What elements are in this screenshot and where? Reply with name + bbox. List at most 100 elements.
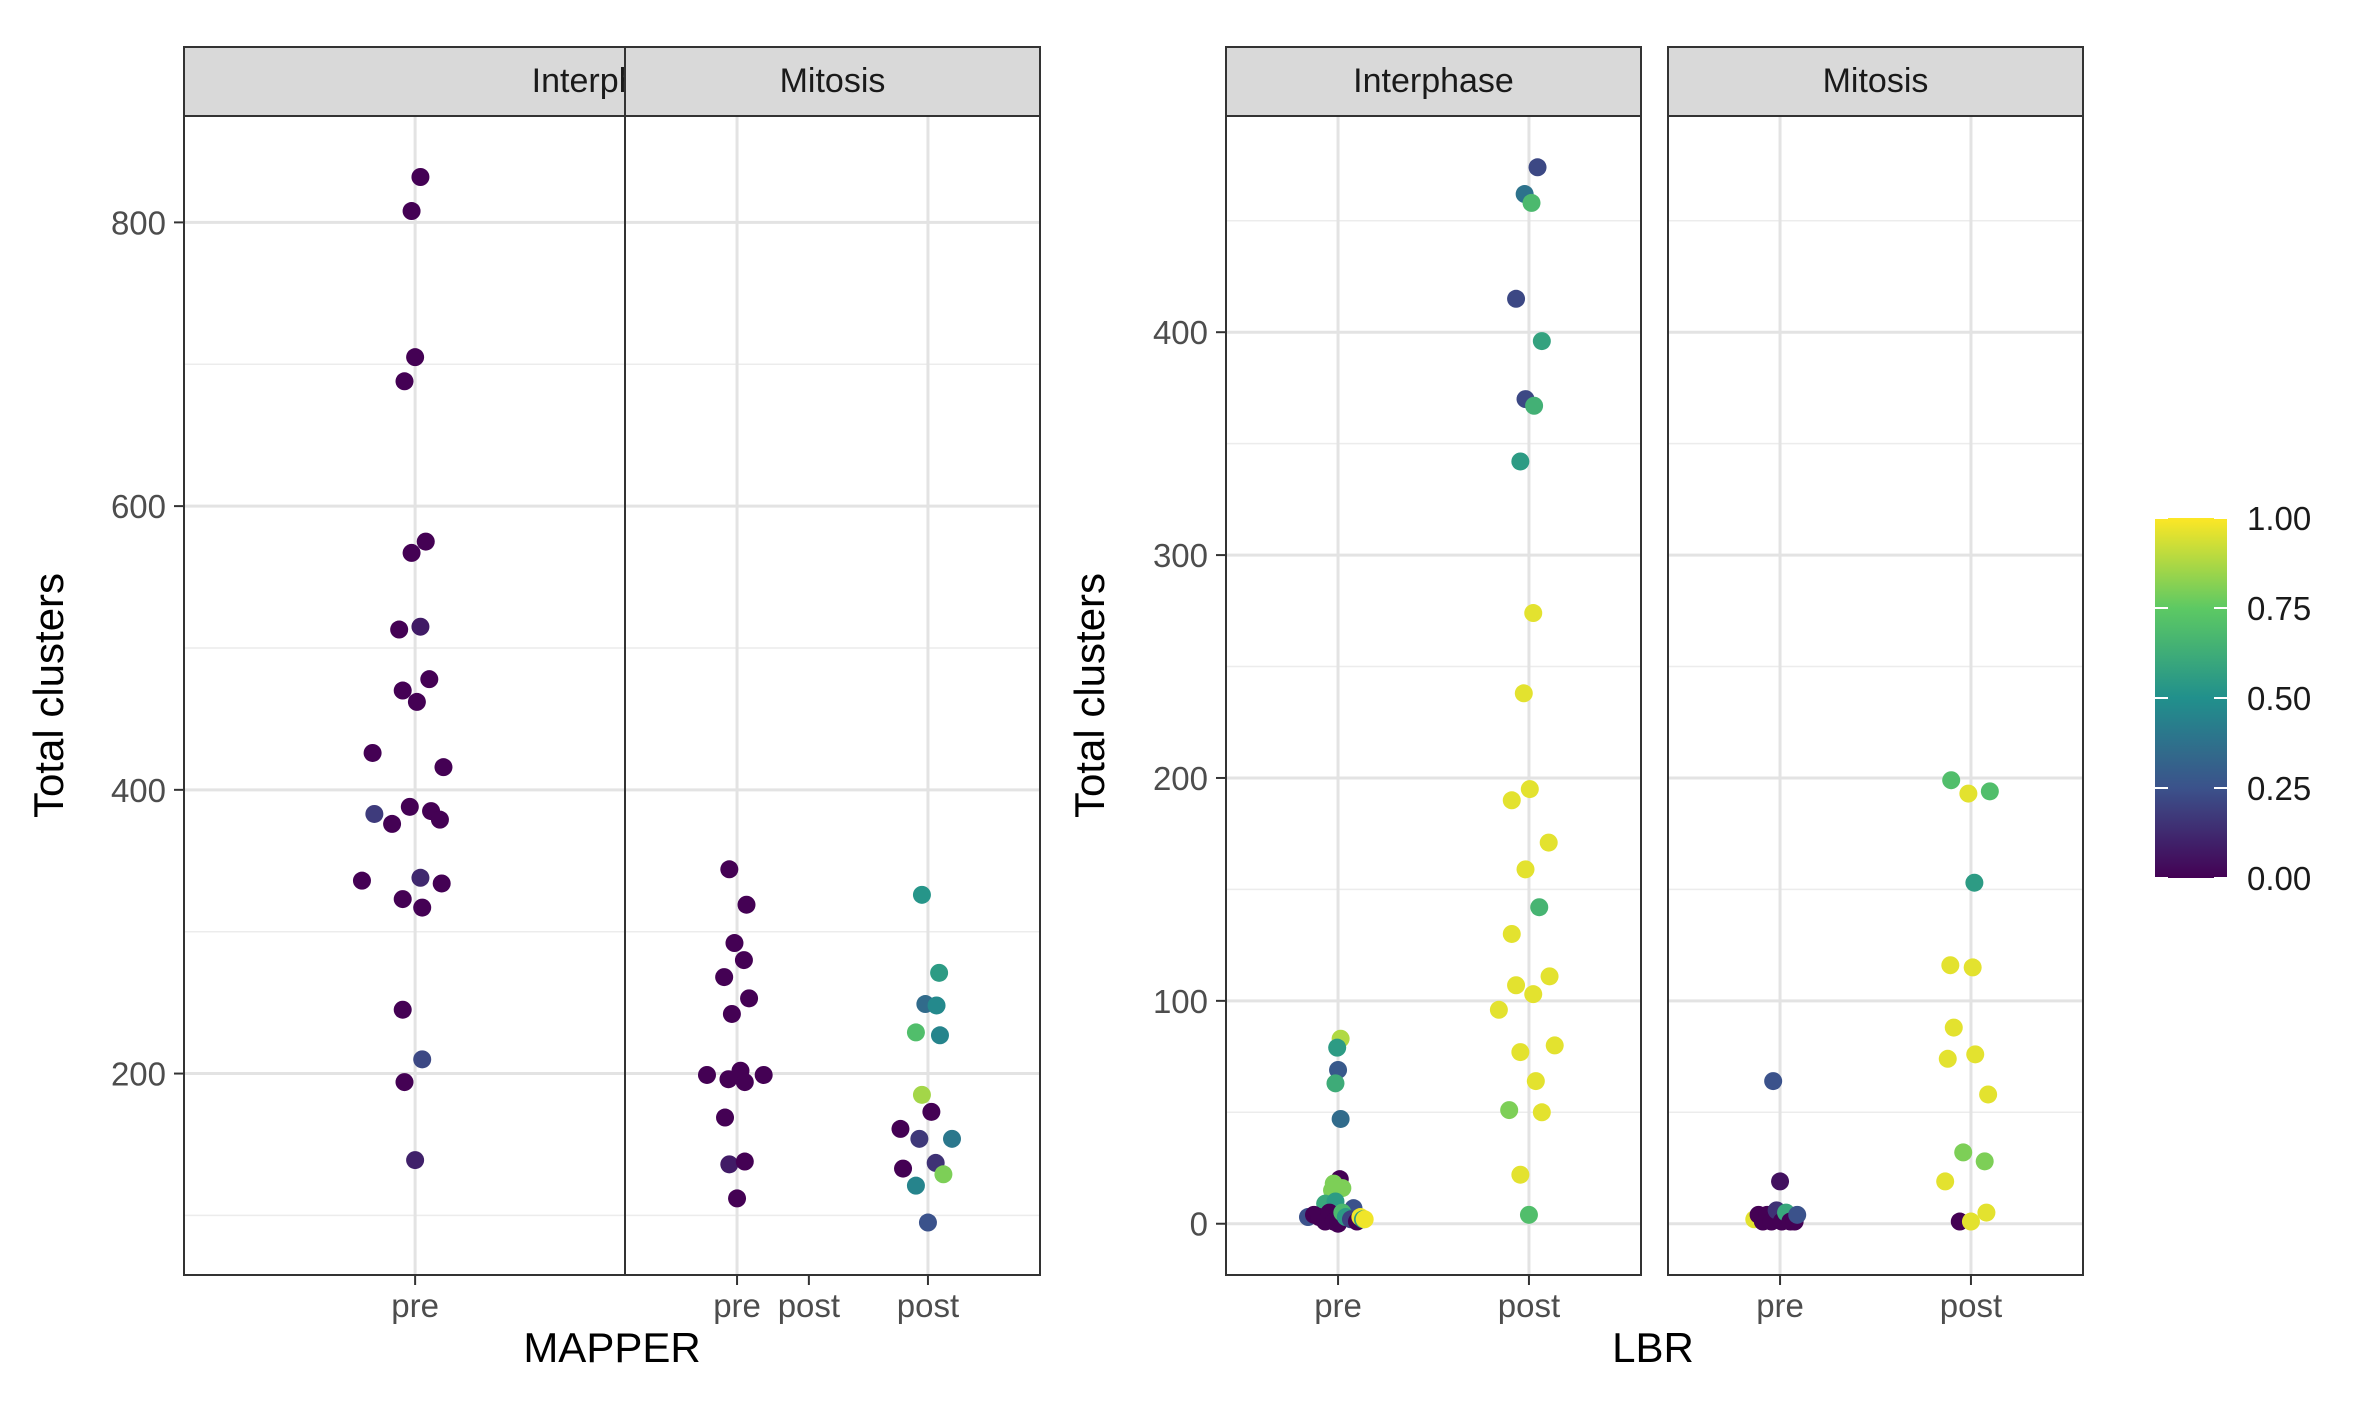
data-point xyxy=(1489,1000,1508,1019)
data-point xyxy=(930,963,949,982)
data-point xyxy=(365,804,384,823)
data-point xyxy=(906,1176,925,1195)
data-point xyxy=(934,1165,953,1184)
data-point xyxy=(1975,1152,1994,1171)
data-point xyxy=(406,1151,425,1170)
data-point xyxy=(697,1065,716,1084)
data-point xyxy=(390,620,409,639)
data-point xyxy=(1511,452,1530,471)
data-point xyxy=(1511,1165,1530,1184)
y-tick-label: 200 xyxy=(111,1056,166,1093)
data-point xyxy=(1514,684,1533,703)
data-point xyxy=(735,1152,754,1171)
data-point xyxy=(1331,1109,1350,1128)
data-point xyxy=(407,692,426,711)
y-tick-label: 600 xyxy=(111,488,166,525)
data-point xyxy=(416,532,435,551)
data-point xyxy=(393,681,412,700)
data-point xyxy=(1522,193,1541,212)
x-axis-title: LBR xyxy=(1612,1324,1694,1371)
y-tick-label: 800 xyxy=(111,204,166,241)
colorbar-tick-label: 0.25 xyxy=(2247,770,2311,807)
data-point xyxy=(1545,1036,1564,1055)
data-point xyxy=(1980,782,1999,801)
panel-border xyxy=(1667,115,2084,1276)
data-point xyxy=(393,890,412,909)
data-point xyxy=(737,895,756,914)
data-point xyxy=(1938,1049,1957,1068)
data-point xyxy=(1524,604,1543,623)
data-point xyxy=(943,1129,962,1148)
data-point xyxy=(363,743,382,762)
data-point xyxy=(716,1108,735,1127)
data-point xyxy=(734,951,753,970)
panel-background xyxy=(625,116,1040,1275)
x-tick-label: post xyxy=(778,1287,840,1324)
data-point xyxy=(1966,1045,1985,1064)
data-point xyxy=(395,372,414,391)
y-axis-title: Total clusters xyxy=(25,573,72,818)
data-point xyxy=(411,617,430,636)
y-axis-title: Total clusters xyxy=(1066,573,1113,818)
data-point xyxy=(1355,1210,1374,1229)
data-point xyxy=(413,1050,432,1069)
y-tick-label: 200 xyxy=(1153,760,1208,797)
colorbar-tick-label: 0.00 xyxy=(2247,860,2311,897)
data-point xyxy=(1532,332,1551,351)
data-point xyxy=(930,1026,949,1045)
data-point xyxy=(1936,1172,1955,1191)
data-point xyxy=(1500,1101,1519,1120)
data-point xyxy=(1764,1072,1783,1091)
panel-border xyxy=(624,115,1041,1276)
data-point xyxy=(1526,1072,1545,1091)
data-point xyxy=(1942,771,1961,790)
data-point xyxy=(420,670,439,689)
facet-strip xyxy=(1225,46,1642,117)
facet-strip-label: Interphase xyxy=(1353,62,1514,100)
facet-strip-label: Mitosis xyxy=(780,62,886,100)
panel-background xyxy=(1668,116,2083,1275)
data-point xyxy=(1520,780,1539,799)
data-point xyxy=(754,1065,773,1084)
y-tick-label: 0 xyxy=(1190,1206,1208,1243)
data-point xyxy=(383,814,402,833)
data-point xyxy=(1329,1060,1348,1079)
data-point xyxy=(411,168,430,186)
data-point xyxy=(1507,976,1526,995)
data-point xyxy=(912,885,931,904)
x-tick-label: pre xyxy=(1756,1287,1804,1324)
panel-border xyxy=(1225,115,1642,1276)
data-point xyxy=(1979,1085,1998,1104)
data-point xyxy=(1507,289,1526,308)
data-point xyxy=(715,968,734,987)
data-point xyxy=(1788,1205,1807,1224)
data-point xyxy=(1530,898,1549,917)
data-point xyxy=(891,1119,910,1138)
data-point xyxy=(1540,967,1559,986)
data-point xyxy=(912,1085,931,1104)
data-point xyxy=(910,1129,929,1148)
data-point xyxy=(1524,985,1543,1004)
y-tick-label: 400 xyxy=(111,772,166,809)
panel-background xyxy=(1226,116,1641,1275)
data-point xyxy=(719,1070,738,1089)
data-point xyxy=(1519,1205,1538,1224)
data-point xyxy=(740,989,759,1008)
panel-lbr-mitosis: Mitosis pre post xyxy=(1667,46,2084,1324)
data-point xyxy=(735,1073,754,1092)
data-point xyxy=(1771,1172,1790,1191)
x-tick-label: post xyxy=(1940,1287,2002,1324)
data-point xyxy=(720,860,739,879)
data-point xyxy=(1528,158,1547,177)
data-point xyxy=(395,1073,414,1092)
data-point xyxy=(720,1155,739,1174)
data-point xyxy=(406,348,425,367)
data-point xyxy=(927,996,946,1015)
data-point xyxy=(1963,958,1982,977)
data-point xyxy=(413,898,432,917)
panel-lbr-interphase: Interphase pre post 0 100 200 300 400 xyxy=(1153,46,1642,1324)
data-point xyxy=(1941,956,1960,975)
